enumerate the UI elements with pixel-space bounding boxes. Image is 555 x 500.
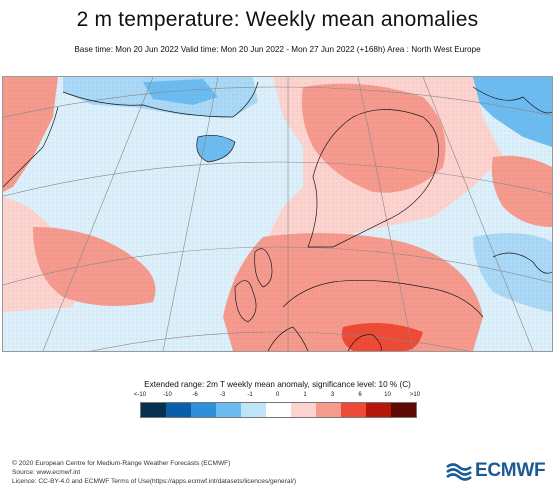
chart-title: 2 m temperature: Weekly mean anomalies bbox=[76, 8, 479, 31]
legend-title: Extended range: 2m T weekly mean anomaly… bbox=[144, 380, 411, 389]
legend-tick: -3 bbox=[219, 392, 226, 398]
legend-tick: 1 bbox=[303, 392, 307, 398]
legend-swatch bbox=[291, 403, 316, 417]
ecmwf-logo: ECMWF bbox=[446, 459, 546, 483]
credit-line: Source: www.ecmwf.int bbox=[12, 469, 81, 476]
legend-swatch bbox=[141, 403, 166, 417]
legend-tick: 3 bbox=[330, 392, 335, 398]
legend-colorbar bbox=[140, 402, 417, 418]
map-canvas bbox=[3, 77, 552, 351]
legend-swatch bbox=[191, 403, 216, 417]
legend-swatch bbox=[241, 403, 266, 417]
credits: © 2020 European Centre for Medium-Range … bbox=[12, 459, 296, 486]
significance-stippling bbox=[3, 77, 552, 351]
credit-line: © 2020 European Centre for Medium-Range … bbox=[12, 460, 231, 467]
legend-ticks: <-10 -10 -6 -3 -1 0 1 3 6 10 >10 bbox=[134, 392, 420, 402]
legend-tick: -6 bbox=[192, 392, 198, 398]
legend-swatch bbox=[391, 403, 416, 417]
legend-tick: <-10 bbox=[133, 392, 147, 398]
graticule bbox=[3, 77, 552, 351]
legend-tick: 6 bbox=[358, 392, 362, 398]
legend-tick: 10 bbox=[384, 392, 391, 398]
legend-swatch bbox=[341, 403, 366, 417]
coastlines bbox=[3, 81, 552, 351]
chart-subtitle: Base time: Mon 20 Jun 2022 Valid time: M… bbox=[74, 45, 481, 54]
legend-tick: -10 bbox=[163, 392, 172, 398]
ecmwf-logo-text: ECMWF bbox=[475, 460, 546, 481]
credit-line: Licence: CC-BY-4.0 and ECMWF Terms of Us… bbox=[12, 478, 297, 485]
legend-swatch bbox=[166, 403, 191, 417]
legend-swatch bbox=[266, 403, 291, 417]
ecmwf-logo-icon bbox=[446, 463, 472, 481]
legend-swatch bbox=[366, 403, 391, 417]
anomaly-map bbox=[2, 76, 553, 352]
legend-tick: 0 bbox=[275, 392, 280, 398]
legend-swatch bbox=[216, 403, 241, 417]
legend-swatch bbox=[316, 403, 341, 417]
legend-tick: -1 bbox=[247, 392, 253, 398]
legend-tick: >10 bbox=[409, 392, 421, 398]
